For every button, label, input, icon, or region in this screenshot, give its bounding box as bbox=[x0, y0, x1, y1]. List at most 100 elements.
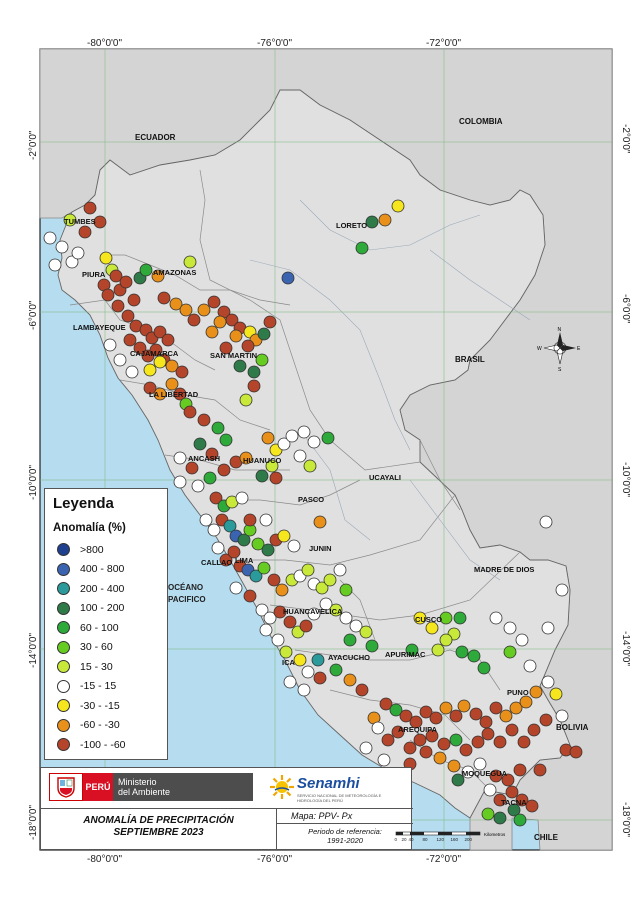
station-point bbox=[507, 803, 521, 817]
station-point bbox=[391, 725, 405, 739]
station-point bbox=[389, 703, 403, 717]
label-puno: PUNO bbox=[507, 688, 529, 697]
station-point bbox=[449, 733, 463, 747]
coord-left-3: -14°0'0" bbox=[28, 633, 39, 668]
compass-n: N bbox=[558, 327, 562, 333]
station-point bbox=[229, 329, 243, 343]
station-point bbox=[329, 603, 343, 617]
station-point bbox=[501, 773, 515, 787]
scale-bar: 0 20 40 80 120 160 200 Kilometros bbox=[395, 831, 506, 842]
station-point bbox=[365, 215, 379, 229]
station-point bbox=[93, 215, 107, 229]
coord-bottom-2: -72°0'0" bbox=[426, 854, 461, 865]
station-point bbox=[263, 611, 277, 625]
legend-swatch bbox=[57, 718, 70, 732]
label-piura: PIURA bbox=[82, 270, 106, 279]
station-point bbox=[403, 741, 417, 755]
station-point bbox=[439, 611, 453, 625]
legend-class-label: 15 - 30 bbox=[80, 660, 113, 673]
coord-left-0: -2°0'0" bbox=[28, 130, 39, 160]
station-point bbox=[293, 449, 307, 463]
legend-class-label: 200 - 400 bbox=[80, 582, 125, 595]
station-point bbox=[329, 663, 343, 677]
station-point bbox=[433, 751, 447, 765]
station-point bbox=[165, 377, 179, 391]
station-point bbox=[453, 611, 467, 625]
station-point bbox=[277, 437, 291, 451]
station-point bbox=[405, 643, 419, 657]
station-point bbox=[459, 743, 473, 757]
label-arequipa: AREQUIPA bbox=[398, 725, 438, 734]
map-title-line2: SEPTIEMBRE 2023 bbox=[113, 827, 204, 838]
station-point bbox=[359, 625, 373, 639]
legend-swatch bbox=[57, 621, 70, 635]
station-point bbox=[447, 759, 461, 773]
station-point bbox=[569, 745, 583, 759]
station-point bbox=[255, 469, 269, 483]
station-point bbox=[457, 699, 471, 713]
station-point bbox=[297, 683, 311, 697]
station-point bbox=[471, 735, 485, 749]
station-point bbox=[377, 753, 391, 767]
station-point bbox=[419, 705, 433, 719]
station-point bbox=[493, 811, 507, 825]
minam-logo: PERÚ Ministerio del Ambiente bbox=[49, 773, 254, 801]
station-point bbox=[191, 479, 205, 493]
station-point bbox=[419, 745, 433, 759]
station-point bbox=[299, 619, 313, 633]
north-arrow: N S E W bbox=[537, 327, 581, 373]
station-point bbox=[219, 341, 233, 355]
station-point bbox=[55, 240, 69, 254]
station-point bbox=[503, 645, 517, 659]
coord-bottom-0: -80°0'0" bbox=[87, 854, 122, 865]
station-point bbox=[209, 491, 223, 505]
label-pasco: PASCO bbox=[298, 495, 324, 504]
coord-right-4: -18°0'0" bbox=[620, 802, 631, 837]
logos-bar: PERÚ Ministerio del Ambiente Senamhi SER… bbox=[41, 768, 413, 809]
coord-left-1: -6°0'0" bbox=[28, 300, 39, 330]
station-point bbox=[241, 339, 255, 353]
station-point bbox=[183, 255, 197, 269]
station-point bbox=[251, 537, 265, 551]
station-point bbox=[119, 275, 133, 289]
legend-subtitle: Anomalía (%) bbox=[53, 522, 126, 534]
station-point bbox=[203, 471, 217, 485]
station-point bbox=[179, 303, 193, 317]
station-point bbox=[249, 569, 263, 583]
station-point bbox=[211, 541, 225, 555]
footer-panel: PERÚ Ministerio del Ambiente Senamhi SER… bbox=[40, 767, 413, 850]
station-point bbox=[513, 763, 527, 777]
scale-tick: 20 bbox=[402, 837, 408, 842]
station-point bbox=[237, 533, 251, 547]
scale-tick: 120 bbox=[437, 837, 445, 842]
station-point bbox=[439, 633, 453, 647]
reference-period-years: 1991-2020 bbox=[327, 836, 363, 845]
station-point bbox=[313, 515, 327, 529]
label-sanmartin: SAN MARTIN bbox=[210, 351, 257, 360]
label-cusco: CUSCO bbox=[415, 615, 442, 624]
legend-class-label: 60 - 100 bbox=[80, 621, 119, 634]
station-point bbox=[153, 355, 167, 369]
label-lalibertad: LA LIBERTAD bbox=[149, 390, 199, 399]
rivers bbox=[249, 199, 531, 581]
station-point bbox=[307, 607, 321, 621]
station-point bbox=[311, 653, 325, 667]
label-chile: CHILE bbox=[534, 833, 559, 842]
scale-unit: Kilometros bbox=[484, 832, 506, 837]
station-point bbox=[121, 309, 135, 323]
legend-class: -30 - -15 bbox=[53, 696, 159, 716]
station-point bbox=[343, 633, 357, 647]
station-point bbox=[197, 303, 211, 317]
station-point bbox=[101, 288, 115, 302]
station-point bbox=[261, 543, 275, 557]
station-point bbox=[315, 581, 329, 595]
legend-swatch bbox=[57, 640, 70, 654]
station-point bbox=[513, 813, 527, 827]
legend-class: 200 - 400 bbox=[53, 579, 159, 599]
station-point bbox=[489, 701, 503, 715]
station-point bbox=[207, 295, 221, 309]
station-point bbox=[425, 621, 439, 635]
label-tumbes: TUMBES bbox=[64, 217, 96, 226]
station-point bbox=[525, 799, 539, 813]
